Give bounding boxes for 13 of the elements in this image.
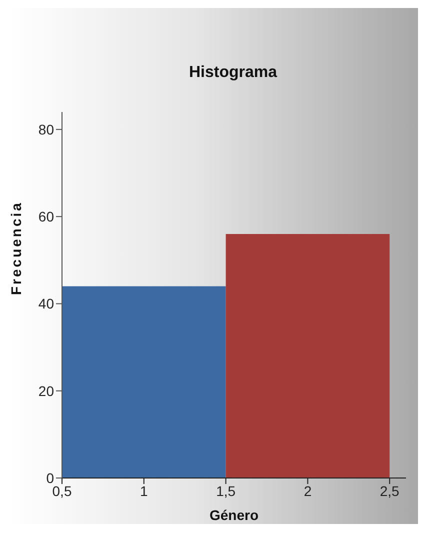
y-tick-label: 20 [38, 382, 54, 399]
y-tick-label: 60 [38, 208, 54, 225]
x-axis-title: Género [209, 507, 259, 523]
x-tick-label: 2 [304, 482, 312, 499]
x-tick-label: 2,5 [380, 482, 400, 499]
y-tick-label: 40 [38, 296, 54, 312]
x-tick-label: 1 [140, 482, 148, 499]
y-tick-label: 80 [38, 121, 54, 138]
chart-title: Histograma [188, 64, 278, 82]
x-tick-label: 0,5 [52, 482, 72, 499]
x-tick-label: 1,5 [216, 482, 236, 499]
y-tick-label: 0 [46, 470, 54, 486]
y-axis-title: Frecuencia [8, 201, 24, 295]
